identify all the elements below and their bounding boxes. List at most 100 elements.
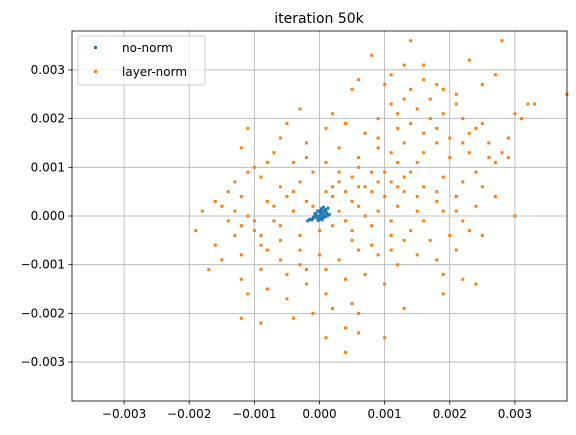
layer-norm-point	[461, 141, 465, 145]
layer-norm-point	[428, 238, 432, 242]
layer-norm-point	[454, 92, 458, 96]
layer-norm-point	[441, 209, 445, 213]
layer-norm-point	[304, 156, 308, 160]
layer-norm-point	[350, 238, 354, 242]
layer-norm-point	[363, 185, 367, 189]
layer-norm-point	[226, 219, 230, 223]
layer-norm-point	[304, 199, 308, 203]
layer-norm-point	[441, 112, 445, 116]
layer-norm-point	[467, 58, 471, 62]
layer-norm-point	[383, 83, 387, 87]
layer-norm-point	[402, 97, 406, 101]
layer-norm-point	[331, 195, 335, 199]
layer-norm-point	[324, 126, 328, 130]
no-norm-point	[325, 214, 329, 218]
layer-norm-point	[278, 185, 282, 189]
layer-norm-point	[298, 107, 302, 111]
layer-norm-point	[474, 282, 478, 286]
layer-norm-point	[454, 195, 458, 199]
y-tick-label: −0.001	[21, 258, 65, 272]
layer-norm-point	[357, 78, 361, 82]
layer-norm-point	[461, 219, 465, 223]
layer-norm-point	[370, 190, 374, 194]
layer-norm-point	[344, 190, 348, 194]
layer-norm-point	[422, 219, 426, 223]
layer-norm-point	[493, 195, 497, 199]
layer-norm-point	[370, 243, 374, 247]
layer-norm-point	[331, 112, 335, 116]
layer-norm-point	[422, 78, 426, 82]
layer-norm-point	[344, 219, 348, 223]
layer-norm-point	[519, 117, 523, 121]
layer-norm-point	[435, 141, 439, 145]
x-axis: −0.003 −0.002 −0.001 0.000 0.001 0.002 0.003	[102, 401, 532, 421]
layer-norm-point	[252, 219, 256, 223]
layer-norm-point	[376, 253, 380, 257]
no-norm-point	[319, 207, 323, 211]
y-tick-label: 0.002	[31, 112, 65, 126]
no-norm-point	[321, 205, 325, 209]
layer-norm-point	[239, 316, 243, 320]
layer-norm-point	[480, 185, 484, 189]
legend-marker-layer-norm	[94, 70, 97, 73]
layer-norm-point	[213, 243, 217, 247]
layer-norm-point	[448, 136, 452, 140]
x-tick-label: −0.001	[232, 407, 276, 421]
layer-norm-point	[480, 83, 484, 87]
layer-norm-point	[278, 238, 282, 242]
layer-norm-point	[415, 160, 419, 164]
layer-norm-point	[363, 214, 367, 218]
layer-norm-point	[454, 102, 458, 106]
y-tick-label: −0.002	[21, 306, 65, 320]
y-tick-label: 0.001	[31, 160, 65, 174]
no-norm-point	[320, 218, 324, 222]
no-norm-point	[319, 212, 323, 216]
layer-norm-point	[409, 39, 413, 43]
layer-norm-point	[467, 131, 471, 135]
layer-norm-point	[487, 141, 491, 145]
layer-norm-point	[409, 229, 413, 233]
layer-norm-point	[396, 112, 400, 116]
layer-norm-point	[526, 102, 530, 106]
no-norm-point	[327, 213, 331, 217]
layer-norm-point	[265, 199, 269, 203]
layer-norm-point	[298, 180, 302, 184]
no-norm-point	[322, 209, 326, 213]
layer-norm-point	[363, 272, 367, 276]
layer-norm-point	[428, 117, 432, 121]
layer-norm-point	[350, 302, 354, 306]
no-norm-point	[316, 218, 320, 222]
layer-norm-point	[337, 146, 341, 150]
layer-norm-point	[435, 258, 439, 262]
layer-norm-point	[252, 229, 256, 233]
x-tick-label: 0.000	[302, 407, 336, 421]
layer-norm-point	[500, 39, 504, 43]
no-norm-point	[315, 216, 319, 220]
layer-norm-point	[513, 214, 517, 218]
layer-norm-point	[402, 63, 406, 67]
layer-norm-point	[370, 53, 374, 57]
layer-norm-point	[311, 204, 315, 208]
no-norm-point	[323, 215, 327, 219]
no-norm-point	[308, 217, 312, 221]
layer-norm-point	[350, 87, 354, 91]
layer-norm-point	[513, 112, 517, 116]
layer-norm-point	[441, 292, 445, 296]
layer-norm-point	[337, 170, 341, 174]
layer-norm-point	[396, 126, 400, 130]
layer-norm-point	[389, 102, 393, 106]
layer-norm-point	[318, 229, 321, 233]
layer-norm-point	[441, 87, 445, 91]
layer-norm-point	[389, 248, 393, 252]
layer-norm-point	[337, 209, 341, 213]
layer-norm-point	[298, 233, 302, 237]
no-norm-series	[306, 205, 331, 223]
no-norm-point	[318, 217, 322, 221]
layer-norm-point	[435, 83, 439, 87]
legend: no-norm layer-norm	[77, 35, 206, 86]
layer-norm-point	[304, 141, 308, 145]
no-norm-point	[306, 219, 310, 223]
layer-norm-point	[506, 156, 510, 160]
layer-norm-point	[265, 248, 269, 252]
layer-norm-point	[213, 199, 217, 203]
